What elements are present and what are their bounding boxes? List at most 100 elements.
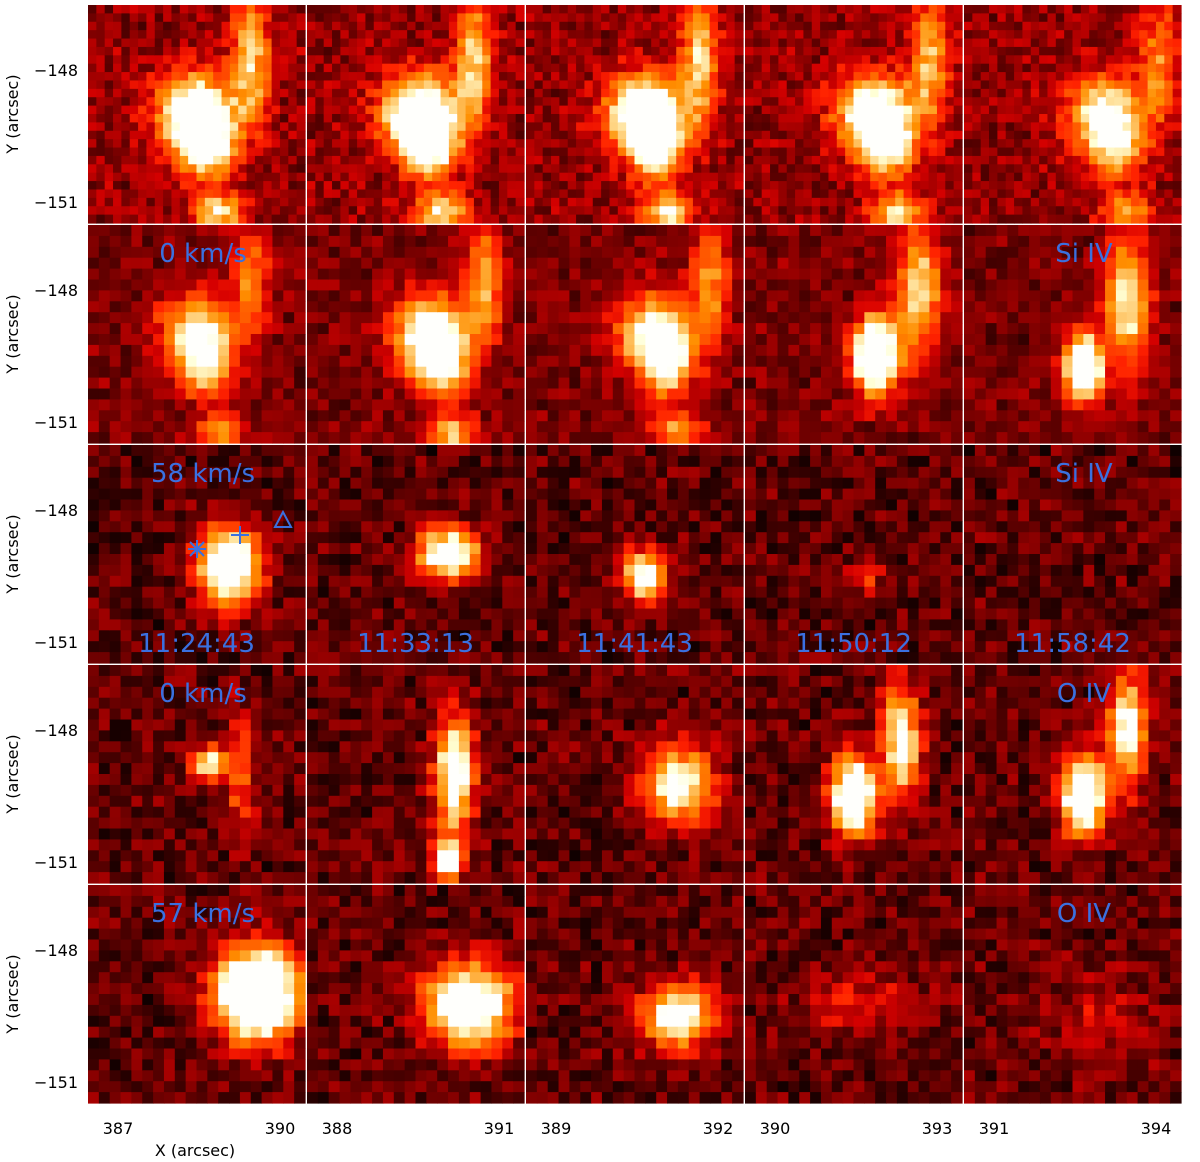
pixel <box>936 88 946 98</box>
pixel <box>928 46 938 56</box>
pixel <box>559 164 569 174</box>
pixel <box>138 55 148 65</box>
pixel <box>547 344 560 357</box>
pixel <box>569 421 581 433</box>
pixel <box>567 181 577 191</box>
pixel <box>96 88 106 98</box>
pixel <box>980 181 990 191</box>
pixel <box>398 72 408 82</box>
pixel <box>131 388 143 400</box>
pixel <box>263 5 273 14</box>
pixel <box>283 388 295 400</box>
pixel <box>576 55 586 65</box>
pixel <box>138 80 148 90</box>
pixel <box>213 72 223 82</box>
pixel <box>288 147 298 157</box>
pixel <box>842 279 855 291</box>
pixel <box>745 206 754 216</box>
pixel <box>196 105 206 115</box>
pixel <box>918 432 931 444</box>
pixel <box>373 21 383 31</box>
pixel <box>1105 80 1115 90</box>
pixel <box>945 172 955 182</box>
pixel <box>469 366 482 379</box>
pixel <box>146 46 156 56</box>
pixel <box>534 105 544 115</box>
pixel <box>491 399 503 411</box>
pixel <box>121 139 131 149</box>
pixel <box>721 246 733 259</box>
pixel <box>842 257 855 270</box>
pixel <box>721 388 733 400</box>
pixel <box>634 181 644 191</box>
pixel <box>811 114 821 123</box>
pixel <box>154 97 164 107</box>
pixel <box>163 189 173 199</box>
pixel <box>928 189 938 199</box>
pixel <box>138 13 148 23</box>
pixel <box>307 13 316 23</box>
pixel <box>448 189 458 199</box>
pixel <box>171 46 181 56</box>
pixel <box>465 38 475 48</box>
pixel <box>911 13 921 23</box>
pixel <box>920 181 930 191</box>
pixel <box>1155 172 1165 182</box>
pixel <box>323 21 333 31</box>
pixel <box>229 279 241 291</box>
pixel <box>340 181 350 191</box>
pixel <box>357 114 367 123</box>
pixel <box>732 323 744 335</box>
pixel <box>1164 164 1174 174</box>
pixel <box>98 421 111 433</box>
pixel <box>645 225 657 237</box>
pixel <box>569 399 581 411</box>
pixel <box>357 63 367 73</box>
pixel <box>1122 114 1132 123</box>
pixel <box>870 97 880 107</box>
pixel <box>878 122 888 132</box>
pixel <box>340 189 350 199</box>
pixel <box>171 72 181 82</box>
pixel <box>513 334 525 346</box>
pixel <box>404 432 417 444</box>
pixel <box>820 105 830 115</box>
pixel <box>766 246 779 259</box>
pixel <box>895 80 905 90</box>
pixel <box>580 355 592 368</box>
pixel <box>853 410 865 422</box>
pixel <box>612 377 625 390</box>
pixel <box>542 63 552 73</box>
pixel <box>591 366 603 379</box>
pixel <box>896 290 909 302</box>
pixel <box>104 206 114 216</box>
pixel <box>717 206 727 216</box>
pixel <box>361 399 373 411</box>
pixel <box>448 13 458 23</box>
pixel <box>415 97 425 107</box>
pixel <box>717 197 727 207</box>
pixel <box>1139 147 1149 157</box>
pixel <box>513 290 525 302</box>
pixel <box>129 181 139 191</box>
pixel <box>263 206 273 216</box>
pixel <box>559 155 569 165</box>
pixel <box>945 206 955 216</box>
pixel <box>886 206 896 216</box>
pixel <box>918 268 931 281</box>
pixel <box>288 13 298 23</box>
pixel <box>699 279 712 291</box>
pixel <box>372 334 384 346</box>
pixel <box>465 197 475 207</box>
pixel <box>623 257 636 270</box>
pixel <box>1122 80 1132 90</box>
pixel <box>875 323 887 335</box>
pixel <box>307 246 319 259</box>
pixel <box>997 147 1007 157</box>
pixel <box>870 214 880 224</box>
pixel <box>315 105 325 115</box>
pixel <box>254 80 264 90</box>
pixel <box>576 206 586 216</box>
pixel <box>296 80 306 90</box>
pixel <box>1155 5 1165 14</box>
